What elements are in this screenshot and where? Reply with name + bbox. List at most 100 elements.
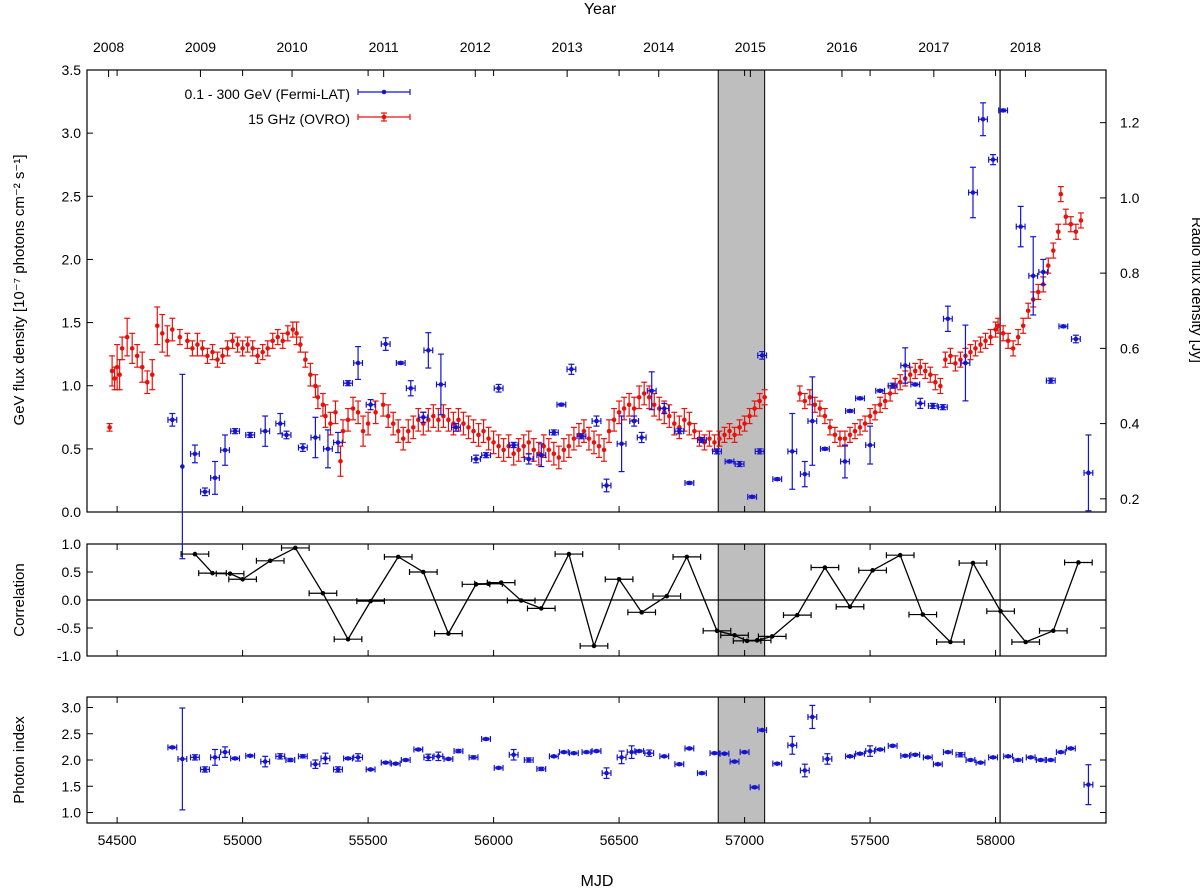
ovro-point <box>606 419 613 444</box>
mjd-tick-label: 54500 <box>98 832 137 848</box>
ovro-point <box>385 404 392 428</box>
ovro-point <box>119 336 126 361</box>
ovro-point <box>279 332 286 349</box>
data-point <box>877 388 883 394</box>
shaded-region <box>717 696 766 824</box>
photon-index-point <box>616 750 627 765</box>
fermi-point <box>189 444 200 464</box>
data-point <box>355 360 361 366</box>
fermi-point <box>523 453 534 465</box>
mjd-tick-label: 56500 <box>600 832 639 848</box>
photon-index-point <box>523 757 534 763</box>
data-point <box>1050 628 1056 634</box>
data-point <box>958 752 963 758</box>
ovro-point <box>229 332 236 349</box>
data-point <box>230 338 235 344</box>
data-point <box>240 576 245 582</box>
fermi-point <box>566 363 577 375</box>
fermi-point <box>310 416 321 459</box>
ovro-point <box>601 438 608 462</box>
photon-index-point <box>787 735 798 755</box>
photon-index-point <box>626 745 637 760</box>
data-point <box>594 418 599 424</box>
data-point <box>1073 336 1079 342</box>
data-point <box>177 334 183 340</box>
data-point <box>752 406 757 411</box>
ovro-point <box>626 392 633 417</box>
ovro-point <box>746 407 753 425</box>
fermi-point <box>167 412 178 427</box>
data-point <box>687 421 692 426</box>
panel-frames <box>86 69 1107 824</box>
photon-index-point <box>390 760 401 767</box>
ovro-point <box>149 359 156 391</box>
fermi-point <box>1083 434 1094 512</box>
data-point <box>802 768 808 773</box>
data-point <box>606 428 612 434</box>
data-point <box>897 379 903 385</box>
data-point <box>591 440 597 445</box>
data-point <box>383 760 388 765</box>
fermi-point <box>395 359 406 366</box>
data-point <box>538 766 544 772</box>
fermi-point <box>210 460 220 495</box>
data-point <box>180 756 185 762</box>
data-point <box>774 761 780 766</box>
ovro-point <box>390 411 397 436</box>
data-point <box>139 364 145 370</box>
correlation-point <box>757 633 787 640</box>
fermi-point <box>927 402 938 410</box>
data-point <box>616 576 622 582</box>
fermi-point <box>230 428 241 435</box>
photon-index-point <box>1083 764 1094 806</box>
data-point <box>619 441 624 447</box>
data-point <box>1000 108 1006 113</box>
data-point <box>405 428 411 434</box>
photon-index-point <box>1045 757 1056 763</box>
data-point <box>220 353 225 359</box>
photon-index-point <box>855 750 866 757</box>
y-tick-label: 3.0 <box>62 125 82 141</box>
radio-y-label: Radio flux density [Jy] <box>1188 217 1200 363</box>
ovro-point <box>596 434 603 459</box>
data-point <box>1050 248 1056 253</box>
ovro-point <box>706 430 713 447</box>
ovro-point <box>641 381 648 406</box>
data-point <box>180 464 185 469</box>
ovro-point <box>1062 208 1069 225</box>
data-point <box>1056 229 1061 235</box>
photon-index-point <box>975 759 986 766</box>
data-point <box>664 593 670 599</box>
data-point <box>912 368 918 374</box>
ovro-point <box>977 336 984 353</box>
data-point <box>887 391 893 396</box>
data-point <box>232 428 238 434</box>
fermi-point <box>787 412 798 490</box>
fermi-point <box>887 382 898 389</box>
y-tick-label: 3.5 <box>62 62 82 78</box>
fermi-point <box>900 347 911 384</box>
data-point <box>1076 560 1081 565</box>
correlation-point <box>958 560 988 567</box>
data-point <box>456 417 461 423</box>
data-point <box>591 643 597 649</box>
data-point <box>847 408 853 414</box>
ovro-point <box>445 407 452 432</box>
ovro-point <box>244 336 251 353</box>
data-point <box>117 372 122 377</box>
data-point <box>109 368 115 374</box>
data-point <box>170 745 175 750</box>
data-point <box>340 428 346 434</box>
fermi-point <box>724 458 735 465</box>
data-point <box>285 331 291 336</box>
y-tick-label: 2.5 <box>62 726 82 742</box>
ovro-point <box>912 362 919 380</box>
fermi-point <box>659 402 670 415</box>
data-point <box>551 430 557 435</box>
data-point <box>1023 639 1028 645</box>
data-point <box>769 634 775 639</box>
y-tick-label: 3.0 <box>62 700 82 716</box>
ovro-point <box>332 400 339 425</box>
photon-index-point <box>493 764 504 771</box>
fermi-point <box>380 337 391 351</box>
